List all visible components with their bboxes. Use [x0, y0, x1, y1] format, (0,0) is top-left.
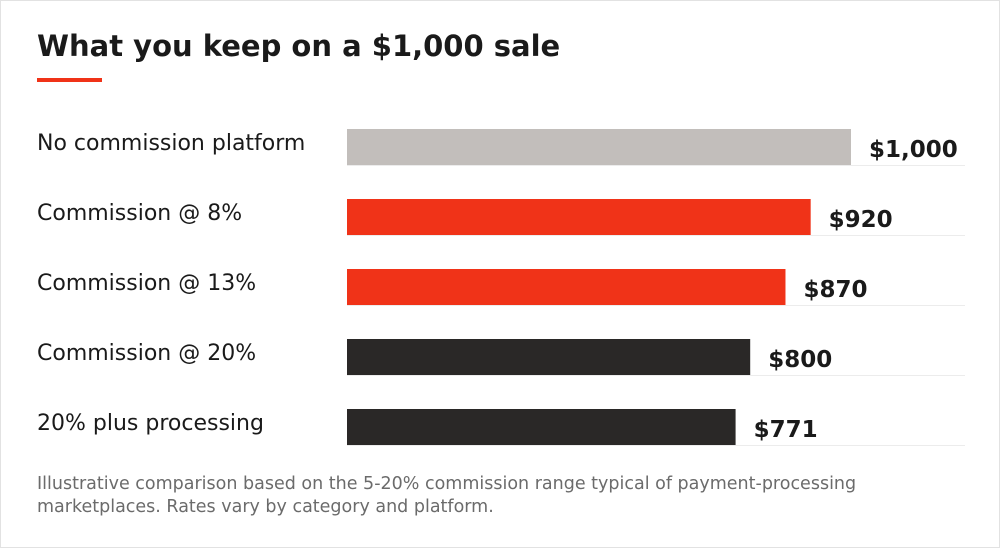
bar — [347, 339, 751, 375]
title-accent-rule — [37, 78, 102, 82]
bar — [347, 409, 736, 445]
category-label: 20% plus processing — [37, 411, 264, 436]
value-label: $920 — [829, 207, 893, 233]
category-label: Commission @ 8% — [37, 201, 242, 226]
category-label: Commission @ 13% — [37, 271, 256, 296]
value-label: $800 — [768, 347, 832, 373]
bar — [347, 199, 811, 235]
value-label: $771 — [754, 417, 818, 443]
chart-title: What you keep on a $1,000 sale — [37, 29, 561, 63]
chart-footnote: Illustrative comparison based on the 5-2… — [37, 474, 857, 517]
category-label: No commission platform — [37, 131, 305, 156]
category-label: Commission @ 20% — [37, 341, 256, 366]
bar — [347, 269, 786, 305]
bar — [347, 129, 851, 165]
value-label: $870 — [803, 277, 867, 303]
value-label: $1,000 — [869, 137, 958, 163]
